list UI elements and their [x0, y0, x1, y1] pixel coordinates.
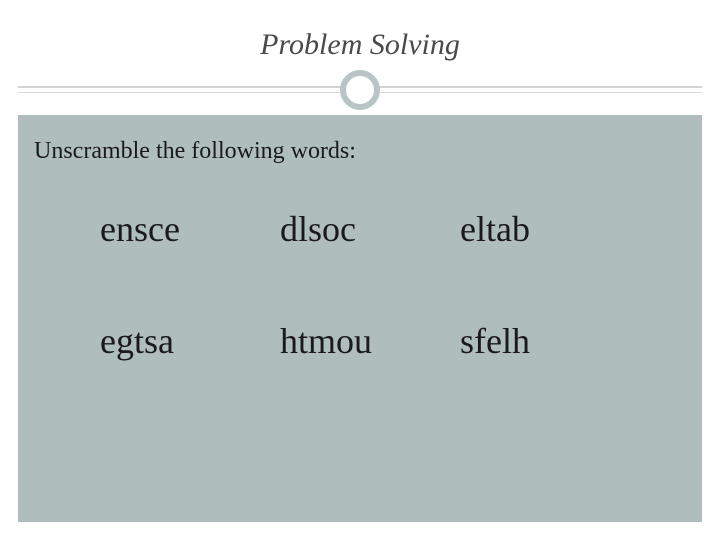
slide-subtitle: Unscramble the following words: — [34, 138, 356, 165]
word-cell: egtsa — [100, 320, 280, 362]
word-cell: dlsoc — [280, 208, 460, 250]
header-area: Problem Solving — [0, 0, 720, 80]
word-cell: sfelh — [460, 320, 640, 362]
words-grid: ensce dlsoc eltab egtsa htmou sfelh — [100, 208, 640, 362]
slide-container: Problem Solving Unscramble the following… — [0, 0, 720, 540]
slide-title: Problem Solving — [0, 0, 720, 62]
word-cell: ensce — [100, 208, 280, 250]
circle-decoration-icon — [340, 70, 380, 110]
word-cell: eltab — [460, 208, 640, 250]
word-cell: htmou — [280, 320, 460, 362]
